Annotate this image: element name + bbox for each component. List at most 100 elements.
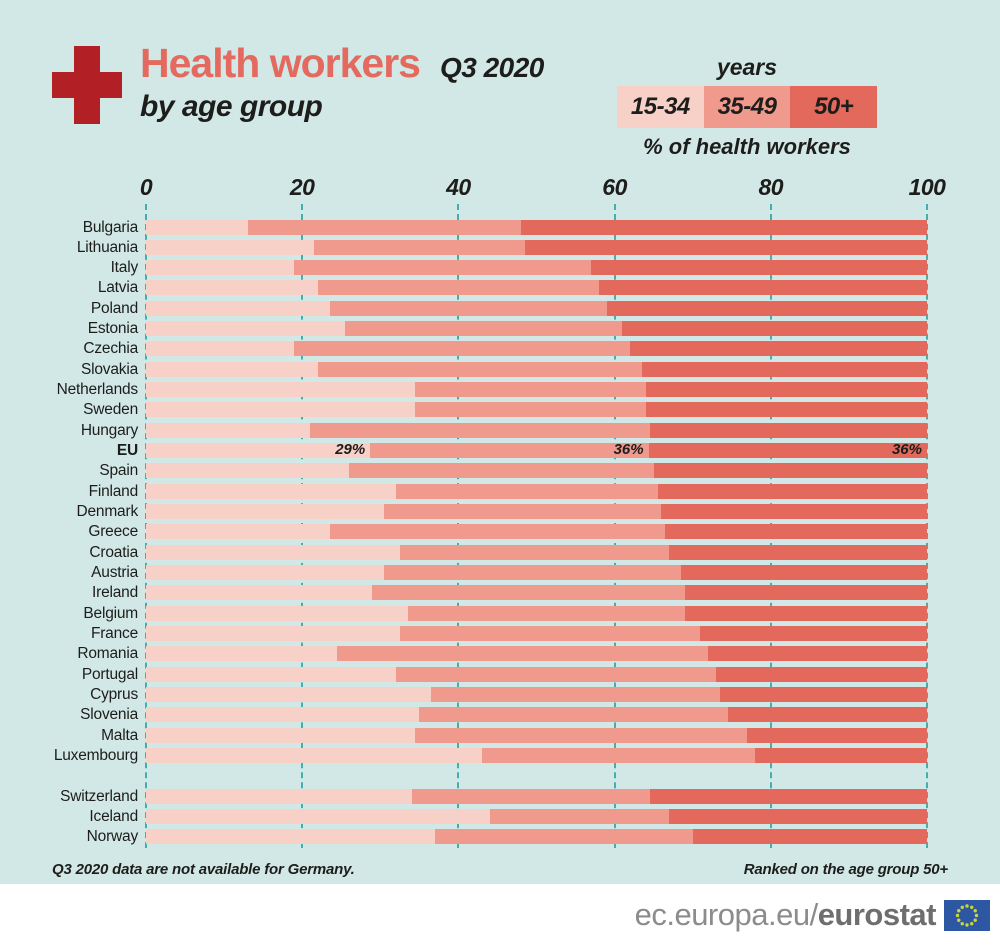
country-label: Portugal bbox=[81, 665, 138, 683]
bar-segment-35-49 bbox=[337, 646, 709, 662]
bar-segment-35-49 bbox=[415, 382, 646, 398]
value-label: 36% bbox=[613, 441, 644, 459]
eu-flag-icon bbox=[944, 899, 990, 931]
country-label: Norway bbox=[86, 828, 139, 846]
bar-segment-35-49 bbox=[345, 321, 623, 337]
bar-segment-15-34 bbox=[146, 219, 248, 235]
bar-segment-15-34 bbox=[146, 524, 330, 540]
stacked-bar bbox=[146, 382, 927, 398]
title-period: Q3 2020 bbox=[439, 52, 544, 83]
bar-segment-50+ bbox=[669, 809, 927, 825]
table-row: Hungary bbox=[0, 423, 1000, 438]
stacked-bar bbox=[146, 504, 927, 520]
stacked-bar bbox=[146, 219, 927, 235]
stacked-bar bbox=[146, 361, 927, 377]
stacked-bar bbox=[146, 585, 927, 601]
bar-segment-50+ bbox=[524, 239, 927, 255]
bar-segment-15-34 bbox=[146, 402, 416, 418]
country-label: Switzerland bbox=[60, 787, 138, 805]
bar-segment-15-34 bbox=[146, 565, 385, 581]
value-label: 29% bbox=[335, 441, 366, 459]
stacked-bar bbox=[146, 300, 927, 316]
bar-segment-15-34 bbox=[146, 260, 295, 276]
bar-segment-35-49 bbox=[411, 788, 650, 804]
stacked-bar: 29% 36% 36% bbox=[146, 441, 927, 459]
table-row: Italy bbox=[0, 260, 1000, 275]
axis-tick-label: 100 bbox=[908, 174, 946, 200]
bar-segment-15-34 bbox=[146, 361, 318, 377]
table-row: France bbox=[0, 626, 1000, 641]
bar-segment-35-49 bbox=[384, 504, 662, 520]
bar-segment-15-34 bbox=[146, 748, 482, 764]
bar-segment-50+ bbox=[622, 321, 927, 337]
stacked-bar bbox=[146, 707, 927, 723]
bar-segment-50+ bbox=[716, 666, 927, 682]
bar-segment-50+ bbox=[692, 829, 927, 845]
legend-box-15-34: 15-34 bbox=[617, 86, 704, 128]
bar-segment-35-49 bbox=[294, 260, 592, 276]
country-label: Bulgaria bbox=[82, 218, 138, 236]
table-row: Austria bbox=[0, 565, 1000, 580]
bar-segment-50+ bbox=[684, 605, 927, 621]
bar-segment-50+ bbox=[645, 382, 927, 398]
bar-segment-35-49 bbox=[317, 280, 599, 296]
stacked-bar bbox=[146, 788, 927, 804]
value-label: 36% bbox=[891, 441, 922, 459]
stacked-bar bbox=[146, 727, 927, 743]
table-row: Slovakia bbox=[0, 362, 1000, 377]
bar-segment-50+ bbox=[591, 260, 927, 276]
country-label: Spain bbox=[99, 462, 138, 480]
stacked-bar bbox=[146, 260, 927, 276]
bar-segment-15-34 bbox=[146, 239, 314, 255]
bar-segment-15-34 bbox=[146, 422, 310, 438]
title-text: Health workers bbox=[140, 40, 421, 86]
axis-tick-label: 40 bbox=[446, 174, 471, 200]
country-label: Estonia bbox=[87, 320, 139, 338]
bar-segment-15-34 bbox=[146, 727, 416, 743]
bar-segment-35-49 bbox=[407, 605, 685, 621]
table-row: Greece bbox=[0, 523, 1000, 541]
bar-segment-50+ bbox=[649, 422, 927, 438]
bar-segment-15-34 bbox=[146, 646, 338, 662]
country-label: Belgium bbox=[83, 604, 138, 622]
bar-segment-35-49 bbox=[434, 829, 693, 845]
page-subtitle: by age group bbox=[140, 90, 323, 123]
table-row: Romania bbox=[0, 646, 1000, 662]
table-row: Malta bbox=[0, 728, 1000, 743]
legend-title: years bbox=[716, 54, 778, 80]
bar-segment-50+ bbox=[661, 504, 927, 520]
bar-segment-50+ bbox=[649, 788, 927, 804]
stacked-bar bbox=[146, 524, 927, 540]
table-row: Estonia bbox=[0, 321, 1000, 336]
bar-segment-15-34 bbox=[146, 463, 350, 479]
country-label: Sweden bbox=[83, 401, 138, 419]
bar-segment-15-34: 29% bbox=[146, 441, 371, 459]
bar-segment-50+ bbox=[700, 626, 927, 642]
stacked-bar bbox=[146, 463, 927, 479]
bar-segment-50+ bbox=[665, 524, 927, 540]
eurostat-brand: ec.europa.eu/eurostat bbox=[635, 884, 990, 946]
bar-segment-35-49 bbox=[431, 687, 721, 703]
country-label: Luxembourg bbox=[53, 747, 138, 765]
bar-segment-50+ bbox=[520, 219, 927, 235]
bar-segment-50+ bbox=[755, 748, 927, 764]
country-label: Croatia bbox=[89, 543, 138, 561]
stacked-bar bbox=[146, 544, 927, 560]
bar-segment-50+ bbox=[720, 687, 927, 703]
bar-segment-50+ bbox=[708, 646, 927, 662]
bar-segment-35-49 bbox=[317, 361, 642, 377]
country-label: Italy bbox=[110, 259, 139, 277]
country-label: Greece bbox=[88, 523, 138, 541]
bar-segment-35-49: 36% bbox=[370, 441, 649, 459]
bar-segment-15-34 bbox=[146, 544, 400, 560]
bar-segment-35-49 bbox=[372, 585, 685, 601]
bar-segment-15-34 bbox=[146, 829, 435, 845]
bar-segment-35-49 bbox=[313, 239, 525, 255]
stacked-bar bbox=[146, 422, 927, 438]
table-row: Iceland bbox=[0, 809, 1000, 824]
table-row: Finland bbox=[0, 484, 1000, 499]
country-label: Poland bbox=[90, 299, 138, 317]
bar-segment-50+ bbox=[680, 565, 927, 581]
bar-segment-15-34 bbox=[146, 788, 412, 804]
bar-segment-50+ bbox=[657, 483, 927, 499]
